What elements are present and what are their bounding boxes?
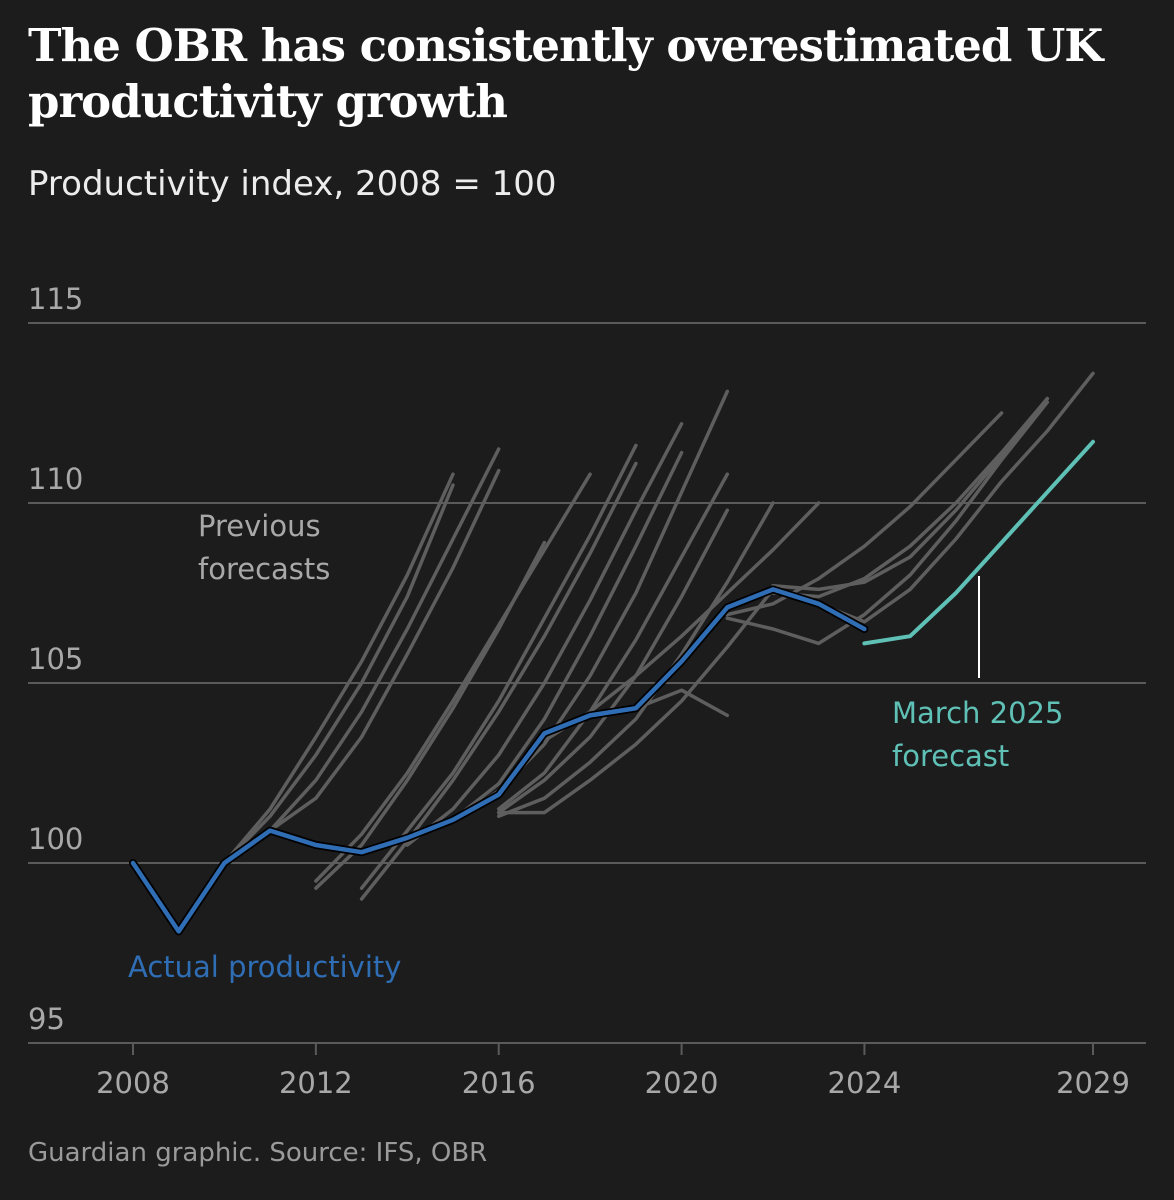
previous-forecast-line-12: [496, 472, 730, 811]
y-axis-ticks: 95 100 105 110 115: [28, 282, 83, 1036]
previous-forecasts-label-line2: forecasts: [198, 552, 330, 586]
previous-forecast-line-14: [496, 501, 775, 818]
y-tick-label-110: 110: [28, 462, 83, 496]
march-2025-forecast-line: [862, 439, 1095, 646]
actual-productivity-label: Actual productivity: [128, 950, 401, 984]
previous-forecast-line-22: [816, 371, 1095, 624]
x-tick-label-2024: 2024: [828, 1066, 902, 1100]
y-tick-label-100: 100: [28, 822, 83, 856]
annotations: Previous forecasts Actual productivity M…: [128, 509, 1063, 984]
chart-subtitle: Productivity index, 2008 = 100: [28, 164, 557, 204]
chart-title: The OBR has consistently overestimated U…: [28, 19, 1103, 128]
previous-forecast-line-17: [634, 688, 730, 718]
previous-forecast-line-10: [451, 450, 684, 822]
gridlines: [28, 322, 1146, 1044]
actual-productivity-line: [130, 587, 867, 934]
previous-forecast-lines: [222, 371, 1095, 901]
x-tick-label-2020: 2020: [645, 1066, 719, 1100]
actual-productivity-outline: [129, 585, 869, 936]
previous-forecast-line-2: [222, 483, 455, 865]
x-axis-ticks: 2008 2012 2016 2020 2024 2029: [96, 1043, 1130, 1100]
previous-forecast-line-13: [496, 508, 730, 815]
x-tick-label-2016: 2016: [462, 1066, 536, 1100]
previous-forecast-line-9: [405, 422, 684, 847]
previous-forecast-line-3: [268, 447, 501, 833]
x-tick-label-2029: 2029: [1056, 1066, 1130, 1100]
x-tick-label-2008: 2008: [96, 1066, 170, 1100]
previous-forecast-line-18: [725, 411, 1004, 617]
march-2025-label-line1: March 2025: [892, 696, 1063, 730]
y-tick-label-95: 95: [28, 1002, 65, 1036]
actual-productivity: [129, 585, 869, 936]
x-tick-label-2012: 2012: [279, 1066, 353, 1100]
march-2025-label-line2: forecast: [892, 739, 1009, 773]
previous-forecast-line-6: [314, 472, 592, 883]
previous-forecast-line-8: [359, 443, 638, 890]
previous-forecast-line-20: [771, 396, 1050, 599]
y-tick-label-115: 115: [28, 282, 83, 316]
previous-forecast-line-5: [314, 540, 547, 890]
previous-forecasts-label-line1: Previous: [198, 509, 321, 543]
previous-forecast-line-21: [771, 396, 1050, 592]
y-tick-label-105: 105: [28, 642, 83, 676]
source-note: Guardian graphic. Source: IFS, OBR: [28, 1138, 488, 1168]
previous-forecast-line-4: [268, 468, 501, 833]
previous-forecast-line-16: [542, 501, 821, 743]
previous-forecast-line-1: [222, 472, 455, 865]
march-2025-forecast: [862, 439, 1095, 646]
previous-forecast-line-15: [496, 587, 775, 815]
previous-forecast-line-19: [725, 400, 1050, 646]
